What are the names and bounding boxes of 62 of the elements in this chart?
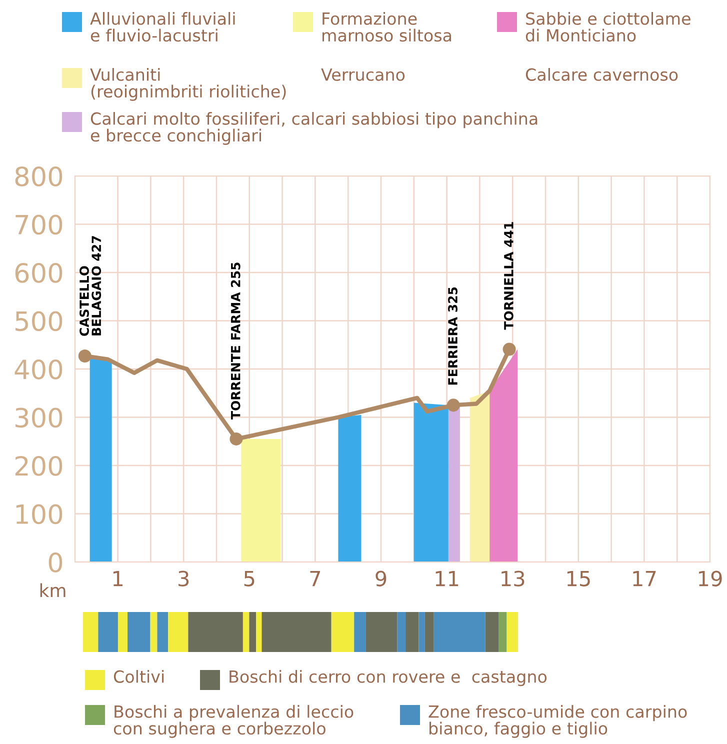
bar <box>168 612 188 652</box>
point <box>230 432 243 446</box>
annotation: TORNIELLA 441 <box>504 222 514 330</box>
point <box>446 398 460 412</box>
y-tick-label: 400 <box>14 359 62 380</box>
annotation: CASTELLO BELAGAIO 427 <box>80 236 102 336</box>
bar <box>150 612 158 652</box>
bar <box>98 612 118 652</box>
bar <box>406 612 419 652</box>
bar <box>128 612 150 652</box>
x-tick-label: 11 <box>436 570 458 586</box>
bar <box>249 612 256 652</box>
legend-label: Boschi a prevalenza di leccio con sughera e corbezzolo <box>114 705 354 738</box>
x-tick-label: 5 <box>244 570 254 586</box>
text: Verrucano <box>321 68 405 81</box>
x-tick-label: 1 <box>113 570 122 586</box>
y-tick-label: 300 <box>16 408 62 428</box>
x-tick-label: 13 <box>502 570 524 586</box>
legend-label: Alluvionali fluviali e fluvio-lacustri <box>90 12 235 42</box>
x-tick-label: 17 <box>633 570 656 586</box>
bar <box>354 612 366 652</box>
bar <box>83 612 98 652</box>
x-tick-label: 3 <box>178 570 189 586</box>
legend-label: Zone fresco-umide con carpino bianco, faggio e tiglio <box>428 705 687 738</box>
y-tick-label: 800 <box>15 166 62 186</box>
x-tick-label: 7 <box>310 570 320 586</box>
bar <box>397 612 406 652</box>
y-tick-label: 700 <box>16 214 62 235</box>
legend-label: Coltivi <box>114 670 164 683</box>
bar <box>242 612 250 652</box>
y-tick-label: 0 <box>48 552 62 572</box>
text: Calcare cavernoso <box>526 68 678 81</box>
legend-label: Calcari molto fossiliferi, calcari sabbiosi tipo panchina e brecce conchigliari <box>90 112 538 145</box>
annotation: FERRIERA 325 <box>448 287 458 385</box>
bar <box>418 612 425 652</box>
bar <box>366 612 398 652</box>
bar <box>188 612 243 652</box>
legend-label: Sabbie e ciottolame di Monticiano <box>526 12 690 42</box>
annotation: TORRENTE FARMA 255 <box>230 262 240 420</box>
bar <box>331 612 354 652</box>
legend-label: Formazione marnoso siltosa <box>322 12 452 42</box>
bar <box>262 612 332 652</box>
legend-label: Boschi di cerro con rovere e castagno <box>230 670 547 686</box>
point <box>502 342 516 356</box>
bar <box>118 612 128 652</box>
x-tick-label: 15 <box>567 570 590 586</box>
bar <box>424 612 434 652</box>
y-tick-label: 100 <box>16 504 62 524</box>
bar <box>157 612 168 652</box>
y-tick-label: 500 <box>16 311 62 332</box>
x-tick-label: 19 <box>699 570 722 586</box>
bar <box>434 612 486 652</box>
bar <box>256 612 262 652</box>
y-tick-label: 200 <box>15 456 62 476</box>
bar <box>506 612 518 652</box>
legend-label: Vulcaniti (reoignimbriti riolitiche) <box>90 68 286 101</box>
y-tick-label: 600 <box>15 262 62 283</box>
bar <box>498 612 507 652</box>
point <box>78 349 92 362</box>
bar <box>485 612 499 652</box>
x-axis-title: km <box>40 583 66 597</box>
x-tick-label: 9 <box>376 570 386 586</box>
